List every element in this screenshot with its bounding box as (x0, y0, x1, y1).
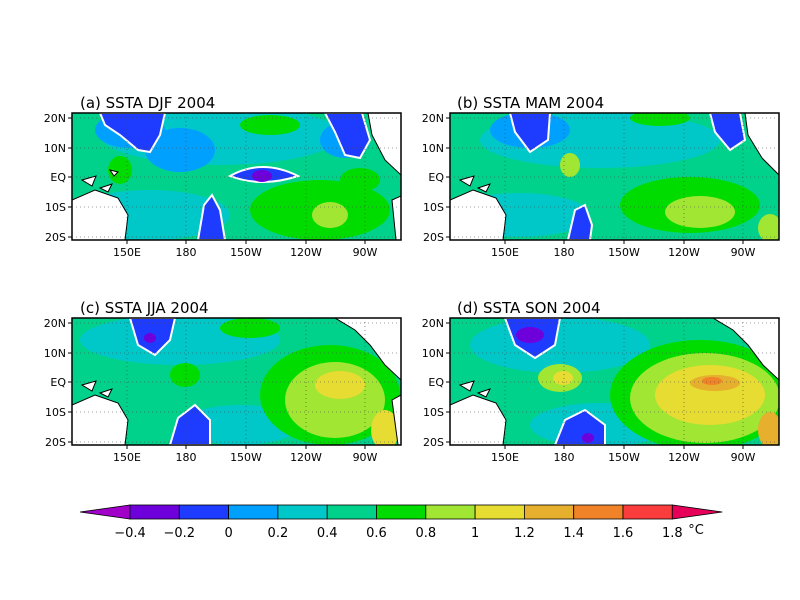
colorbar-label: 1.2 (514, 526, 535, 541)
colorbar-label: 0.6 (366, 526, 387, 541)
lat-tick-label: 20N (422, 317, 444, 330)
lon-tick-label: 120W (290, 246, 322, 259)
lat-tick-label: 10N (44, 142, 66, 155)
lon-tick-label: 150W (230, 246, 262, 259)
lat-tick-label: 20S (423, 231, 444, 244)
lat-tick-label: 10N (422, 142, 444, 155)
panel-c-title: (c) SSTA JJA 2004 (80, 299, 209, 317)
lon-tick-label: 150E (491, 246, 519, 259)
colorbar-segment (178, 504, 230, 520)
colorbar-segment (425, 504, 476, 520)
panel-c-map (72, 318, 401, 445)
colorbar-left-arrow (79, 504, 131, 520)
lon-tick-label: 90W (353, 451, 378, 464)
lat-tick-label: EQ (428, 171, 444, 184)
lon-tick-label: 150E (113, 246, 141, 259)
colorbar-label: 1 (471, 526, 479, 541)
colorbar: −0.4 −0.2 0 0.2 0.4 0.6 0.8 1 1.2 1.4 1.6 1.8 °C (79, 504, 723, 541)
lat-tick-label: 20N (44, 112, 66, 125)
colorbar-label: 1.8 (662, 526, 683, 541)
colorbar-segment (474, 504, 525, 520)
panel-d-map (450, 318, 779, 445)
lon-tick-label: 90W (731, 246, 756, 259)
panel-b-title: (b) SSTA MAM 2004 (457, 94, 604, 112)
panel-a-title: (a) SSTA DJF 2004 (80, 94, 215, 112)
colorbar-label: −0.4 (114, 526, 146, 541)
lon-tick-label: 150W (230, 451, 262, 464)
colorbar-segment (376, 504, 427, 520)
lon-tick-label: 150W (608, 451, 640, 464)
colorbar-segment (622, 504, 673, 520)
lon-tick-label: 150E (491, 451, 519, 464)
colorbar-label: 1.6 (613, 526, 634, 541)
lat-tick-label: 10N (44, 347, 66, 360)
lat-tick-label: 10S (45, 201, 66, 214)
lon-tick-label: 180 (176, 246, 197, 259)
colorbar-segment (228, 504, 279, 520)
colorbar-segment (129, 504, 180, 520)
lon-tick-label: 90W (731, 451, 756, 464)
colorbar-label: −0.2 (164, 526, 196, 541)
colorbar-label: 0.4 (317, 526, 338, 541)
panel-d-title: (d) SSTA SON 2004 (457, 299, 601, 317)
lat-tick-label: 10S (45, 406, 66, 419)
lat-tick-label: 20S (45, 231, 66, 244)
panel-b-map (450, 113, 779, 240)
lon-tick-label: 150E (113, 451, 141, 464)
colorbar-segment (573, 504, 624, 520)
lon-tick-label: 120W (668, 246, 700, 259)
colorbar-segment (277, 504, 328, 520)
lon-tick-label: 180 (554, 246, 575, 259)
lat-tick-label: 10N (422, 347, 444, 360)
lon-tick-label: 90W (353, 246, 378, 259)
lat-tick-label: 20N (422, 112, 444, 125)
lat-tick-label: EQ (50, 171, 66, 184)
lon-tick-label: 180 (176, 451, 197, 464)
colorbar-label: 0.8 (415, 526, 436, 541)
colorbar-segment (524, 504, 575, 520)
lon-tick-label: 120W (668, 451, 700, 464)
lat-tick-label: 20S (45, 436, 66, 449)
lat-tick-label: EQ (50, 376, 66, 389)
lon-tick-label: 180 (554, 451, 575, 464)
lat-tick-label: 10S (423, 201, 444, 214)
lat-tick-label: 20S (423, 436, 444, 449)
colorbar-label: 1.4 (563, 526, 584, 541)
lat-tick-label: EQ (428, 376, 444, 389)
colorbar-label: 0.2 (268, 526, 289, 541)
panel-a-map (72, 113, 401, 240)
lat-tick-label: 20N (44, 317, 66, 330)
lon-tick-label: 120W (290, 451, 322, 464)
colorbar-segment (326, 504, 377, 520)
lon-tick-label: 150W (608, 246, 640, 259)
colorbar-right-arrow (671, 504, 723, 520)
lat-tick-label: 10S (423, 406, 444, 419)
colorbar-label: 0 (224, 526, 232, 541)
colorbar-unit: °C (688, 523, 704, 538)
